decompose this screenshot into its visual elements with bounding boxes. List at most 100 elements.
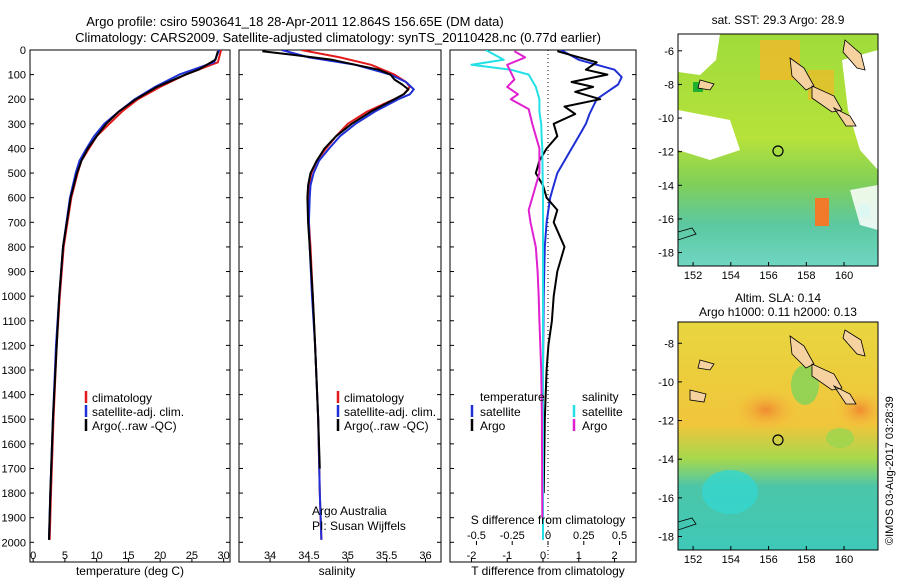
sst-coastline xyxy=(678,227,697,241)
map-lat-label: -16 xyxy=(658,214,674,226)
sla-map-title-2: Argo h1000: 0.11 h2000: 0.13 xyxy=(699,305,857,319)
series-line-temperature-satellite xyxy=(542,50,623,540)
x-tick-label: -2 xyxy=(467,550,477,562)
legend-header-temperature: temperature xyxy=(480,390,545,404)
pi-note: PI: Susan Wijffels xyxy=(312,519,406,533)
legend-label-temp-argo: Argo xyxy=(480,419,506,433)
map-lon-label: 160 xyxy=(835,554,853,566)
depth-tick-label: 600 xyxy=(8,193,26,205)
x-tick-label: 34.5 xyxy=(298,550,319,562)
s-tick-label: 0.25 xyxy=(573,530,594,542)
map-lon-label: 152 xyxy=(684,554,702,566)
depth-tick-label: 1000 xyxy=(2,291,26,303)
difference-legend: temperature salinity satellite Argo sate… xyxy=(470,390,623,433)
salinity-plot xyxy=(262,50,415,540)
map-lon-label: 156 xyxy=(759,270,777,282)
x-tick-label: 5 xyxy=(62,550,68,562)
legend-label-argo: Argo(..raw -QC) xyxy=(92,419,177,433)
x-tick-label: 2 xyxy=(611,550,617,562)
sst-map: sat. SST: 29.3 Argo: 28.9 152 154 156 158 16… xyxy=(658,13,879,282)
map-lat-label: -8 xyxy=(664,338,674,350)
depth-tick-label: 1100 xyxy=(2,316,26,328)
map-lon-label: 156 xyxy=(759,554,777,566)
map-lat-label: -12 xyxy=(658,416,674,428)
figure-title-line2: Climatology: CARS2009. Satellite-adjuste… xyxy=(75,30,601,45)
depth-tick-label: 500 xyxy=(8,168,26,180)
x-tick-label: 1 xyxy=(576,550,582,562)
map-lon-label: 154 xyxy=(722,554,740,566)
sst-missing-data xyxy=(678,34,720,75)
map-lon-label: 152 xyxy=(684,270,702,282)
salinity-legend: climatology satellite-adj. clim. Argo(..… xyxy=(336,391,436,433)
sla-coastline xyxy=(689,329,866,405)
salinity-panel-frame xyxy=(238,49,442,563)
legend-label-climatology: climatology xyxy=(92,391,152,405)
map-lat-label: -10 xyxy=(658,113,674,125)
difference-x-axis: -2 -1 0 1 2 xyxy=(467,550,618,562)
depth-tick-label: 1500 xyxy=(2,414,26,426)
x-tick-label: 34 xyxy=(264,550,276,562)
legend-label-temp-satellite: satellite xyxy=(480,405,521,419)
argo-location-marker xyxy=(772,145,784,157)
temperature-x-axis: 0 5 10 15 20 25 30 xyxy=(30,550,230,562)
map-lat-label: -14 xyxy=(658,180,674,192)
figure-title-line1: Argo profile: csiro 5903641_18 28-Apr-20… xyxy=(86,14,503,29)
depth-tick-label: 1900 xyxy=(2,513,26,525)
sla-axes: 152 154 156 158 160 -8 -10 -12 -14 -16 -18 xyxy=(658,338,853,566)
depth-tick-label: 700 xyxy=(8,217,26,229)
sst-coastline xyxy=(697,39,866,127)
depth-axis: 0 100 200 300 400 500 600 700 800 900 1000 1100 1200… xyxy=(2,45,636,549)
sla-high xyxy=(732,388,800,432)
sst-map-frame xyxy=(677,33,879,267)
map-lat-label: -14 xyxy=(658,454,674,466)
x-tick-label: 0 xyxy=(30,550,36,562)
legend-label-sal-argo: Argo xyxy=(582,419,608,433)
depth-tick-label: 900 xyxy=(8,267,26,279)
depth-tick-label: 1800 xyxy=(2,488,26,500)
depth-tick-label: 1600 xyxy=(2,439,26,451)
x-tick-label: 36 xyxy=(419,550,431,562)
temperature-xlabel: temperature (deg C) xyxy=(76,564,184,578)
map-lon-label: 158 xyxy=(797,554,815,566)
s-tick-label: 0.5 xyxy=(612,530,627,542)
legend-label-satellite: satellite-adj. clim. xyxy=(92,405,184,419)
series-line-argo-raw-qc- xyxy=(262,50,410,469)
legend-header-salinity: salinity xyxy=(582,390,619,404)
x-tick-label: 35.5 xyxy=(376,550,397,562)
series-line-argo-raw-qc- xyxy=(48,50,219,540)
depth-tick-label: 0 xyxy=(20,45,26,57)
series-line-salinity-argo xyxy=(506,50,544,518)
x-tick-label: 20 xyxy=(154,550,166,562)
map-lat-label: -12 xyxy=(658,147,674,159)
sla-map: Altim. SLA: 0.14 Argo h1000: 0.11 h2000:… xyxy=(658,291,879,566)
s-tick-label: -0.25 xyxy=(500,530,525,542)
sst-map-title: sat. SST: 29.3 Argo: 28.9 xyxy=(712,13,845,27)
x-tick-label: 30 xyxy=(218,550,230,562)
series-line-salinity-satellite xyxy=(470,50,544,540)
legend-label-climatology: climatology xyxy=(344,391,404,405)
temperature-plot xyxy=(48,50,223,540)
map-lat-label: -16 xyxy=(658,493,674,505)
map-lat-label: -8 xyxy=(664,79,674,91)
depth-tick-label: 1400 xyxy=(2,390,26,402)
legend-label-satellite: satellite-adj. clim. xyxy=(344,405,436,419)
sla-map-frame xyxy=(677,321,879,551)
sst-missing-data xyxy=(850,185,878,230)
depth-tick-label: 300 xyxy=(8,119,26,131)
s-tick-label: -0.5 xyxy=(467,530,486,542)
t-difference-xlabel: T difference from climatology xyxy=(471,564,625,578)
salinity-x-axis: 34 34.5 35 35.5 36 xyxy=(264,550,432,562)
depth-tick-label: 1200 xyxy=(2,340,26,352)
x-tick-label: 0 xyxy=(540,550,546,562)
depth-tick-label: 800 xyxy=(8,242,26,254)
x-tick-label: 15 xyxy=(122,550,134,562)
difference-plot xyxy=(470,50,623,562)
legend-label-argo: Argo(..raw -QC) xyxy=(344,419,429,433)
temperature-legend: climatology satellite-adj. clim. Argo(..… xyxy=(84,391,184,433)
series-line-satellite-adj-clim- xyxy=(48,50,221,540)
map-lat-label: -18 xyxy=(658,531,674,543)
sla-low xyxy=(702,470,758,514)
sst-missing-data xyxy=(842,50,878,170)
map-lon-label: 154 xyxy=(722,270,740,282)
